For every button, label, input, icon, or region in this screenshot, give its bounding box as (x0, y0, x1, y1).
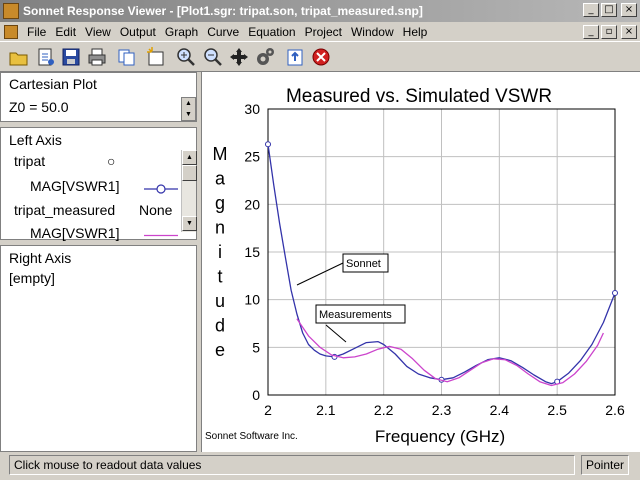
pan-icon[interactable] (229, 47, 249, 67)
scroll-thumb[interactable] (182, 165, 197, 181)
toolbar (0, 41, 640, 72)
new-icon[interactable] (36, 47, 56, 67)
plot-frame (267, 108, 616, 396)
y-tick-label: 0 (252, 387, 260, 403)
doc-minimize-button[interactable]: _ (583, 25, 599, 39)
series-line-1[interactable] (296, 318, 604, 387)
y-axis-label-char: d (215, 316, 225, 336)
series-line-0[interactable] (267, 144, 616, 385)
y-axis-label-char: M (213, 144, 228, 164)
zoom-in-icon[interactable] (176, 47, 196, 67)
close-button[interactable]: × (621, 3, 637, 17)
x-tick-label: 2.5 (547, 402, 567, 418)
window-title: Sonnet Response Viewer - [Plot1.sgr: tri… (23, 4, 423, 18)
zoom-out-icon[interactable] (203, 47, 223, 67)
menu-file[interactable]: File (27, 24, 47, 39)
y-axis-label-char: u (215, 291, 225, 311)
x-tick-label: 2.4 (490, 402, 510, 418)
menu-equation[interactable]: Equation (248, 24, 296, 39)
curve-legend-magenta (144, 234, 178, 237)
y-axis-label-char: i (218, 242, 222, 262)
left-axis-scrollbar[interactable]: ▲ ▼ (181, 150, 197, 232)
x-axis-label: Frequency (GHz) (375, 427, 505, 446)
measurements-callout-line (325, 324, 347, 343)
curve-tripat-measured-vswr[interactable]: MAG[VSWR1] (30, 225, 120, 241)
menu-graph[interactable]: Graph (164, 24, 199, 39)
right-axis-empty: [empty] (9, 270, 55, 286)
z0-value[interactable]: Z0 = 50.0 (9, 99, 69, 115)
left-axis-pane: Left Axis tripat ○ MAG[VSWR1] tripat_mea… (0, 127, 197, 241)
y-tick-label: 5 (252, 339, 260, 355)
doc-restore-button[interactable]: ▫ (601, 25, 617, 39)
x-tick-label: 2.2 (374, 402, 394, 418)
menu-help[interactable]: Help (402, 24, 428, 39)
y-tick-label: 15 (244, 244, 260, 260)
x-tick-label: 2.1 (316, 402, 336, 418)
y-tick-label: 10 (244, 292, 260, 308)
cartesian-title: Cartesian Plot (9, 76, 97, 92)
y-tick-label: 30 (244, 101, 260, 117)
menu-bar: File Edit View Output Graph Curve Equati… (0, 22, 640, 41)
cartesian-pane: Cartesian Plot Z0 = 50.0 ▲ ▼ (0, 72, 197, 122)
new-window-icon[interactable] (146, 47, 166, 67)
left-axis-title: Left Axis (9, 132, 62, 148)
minimize-button[interactable]: _ (583, 3, 599, 17)
menu-curve[interactable]: Curve (207, 24, 240, 39)
status-bar: Click mouse to readout data values Point… (0, 452, 640, 480)
curve-group-tripat[interactable]: tripat (14, 153, 46, 169)
settings-icon[interactable] (255, 47, 275, 67)
x-tick-label: 2.6 (605, 402, 625, 418)
curve-tripat-vswr[interactable]: MAG[VSWR1] (30, 178, 120, 194)
menu-output[interactable]: Output (119, 24, 156, 39)
save-icon[interactable] (61, 47, 81, 67)
x-tick-label: 2 (264, 402, 272, 418)
curve-legend-blue (144, 184, 178, 194)
menu-window[interactable]: Window (350, 24, 394, 39)
doc-close-button[interactable]: × (621, 25, 637, 39)
y-axis-label-char: n (215, 218, 225, 238)
open-icon[interactable] (9, 47, 29, 67)
document-icon[interactable] (4, 24, 18, 39)
maximize-button[interactable]: □ (601, 3, 617, 17)
y-tick-label: 25 (244, 149, 260, 165)
x-tick-label: 2.3 (432, 402, 452, 418)
series-point[interactable] (612, 289, 618, 296)
y-tick-label: 20 (244, 196, 260, 212)
menu-view[interactable]: View (85, 24, 111, 39)
series-point[interactable] (265, 141, 271, 148)
stop-icon[interactable] (311, 47, 331, 67)
print-icon[interactable] (87, 47, 107, 67)
title-bar: Sonnet Response Viewer - [Plot1.sgr: tri… (0, 0, 640, 22)
z0-spinner[interactable]: ▲ ▼ (181, 97, 196, 121)
tripat-measured-symbol: None (139, 202, 173, 218)
right-axis-title: Right Axis (9, 250, 72, 266)
y-axis-label-char: a (215, 169, 226, 189)
curve-group-tripat-measured[interactable]: tripat_measured (14, 202, 116, 218)
copy-icon[interactable] (117, 47, 137, 67)
vswr-chart[interactable]: 2 2.1 2.2 2.3 2.4 2.5 2.6 0 5 10 15 20 25 30 Measure… (202, 72, 640, 452)
sonnet-callout-label: Sonnet (346, 258, 381, 270)
app-icon[interactable] (3, 3, 19, 19)
chart-footer: Sonnet Software Inc. (205, 431, 298, 442)
status-message: Click mouse to readout data values (9, 455, 575, 475)
scroll-down-button[interactable]: ▼ (182, 216, 197, 231)
chart-title: Measured vs. Simulated VSWR (286, 86, 552, 107)
measurements-callout-box (315, 304, 406, 324)
sonnet-callout-line (296, 262, 344, 286)
y-axis-label-char: e (215, 340, 225, 360)
y-axis-label-char: t (217, 267, 222, 287)
y-axis-label-char: g (215, 193, 225, 213)
status-mode: Pointer (581, 455, 629, 475)
sonnet-callout-box (342, 253, 389, 273)
menu-edit[interactable]: Edit (55, 24, 77, 39)
measurements-callout-label: Measurements (319, 309, 392, 321)
right-axis-pane: Right Axis [empty] (0, 245, 197, 452)
plot-area[interactable]: 2 2.1 2.2 2.3 2.4 2.5 2.6 0 5 10 15 20 25 30 Measure… (201, 72, 640, 452)
menu-project[interactable]: Project (304, 24, 342, 39)
scroll-up-button[interactable]: ▲ (182, 150, 197, 165)
tripat-symbol: ○ (107, 153, 116, 169)
refresh-icon[interactable] (285, 47, 305, 67)
